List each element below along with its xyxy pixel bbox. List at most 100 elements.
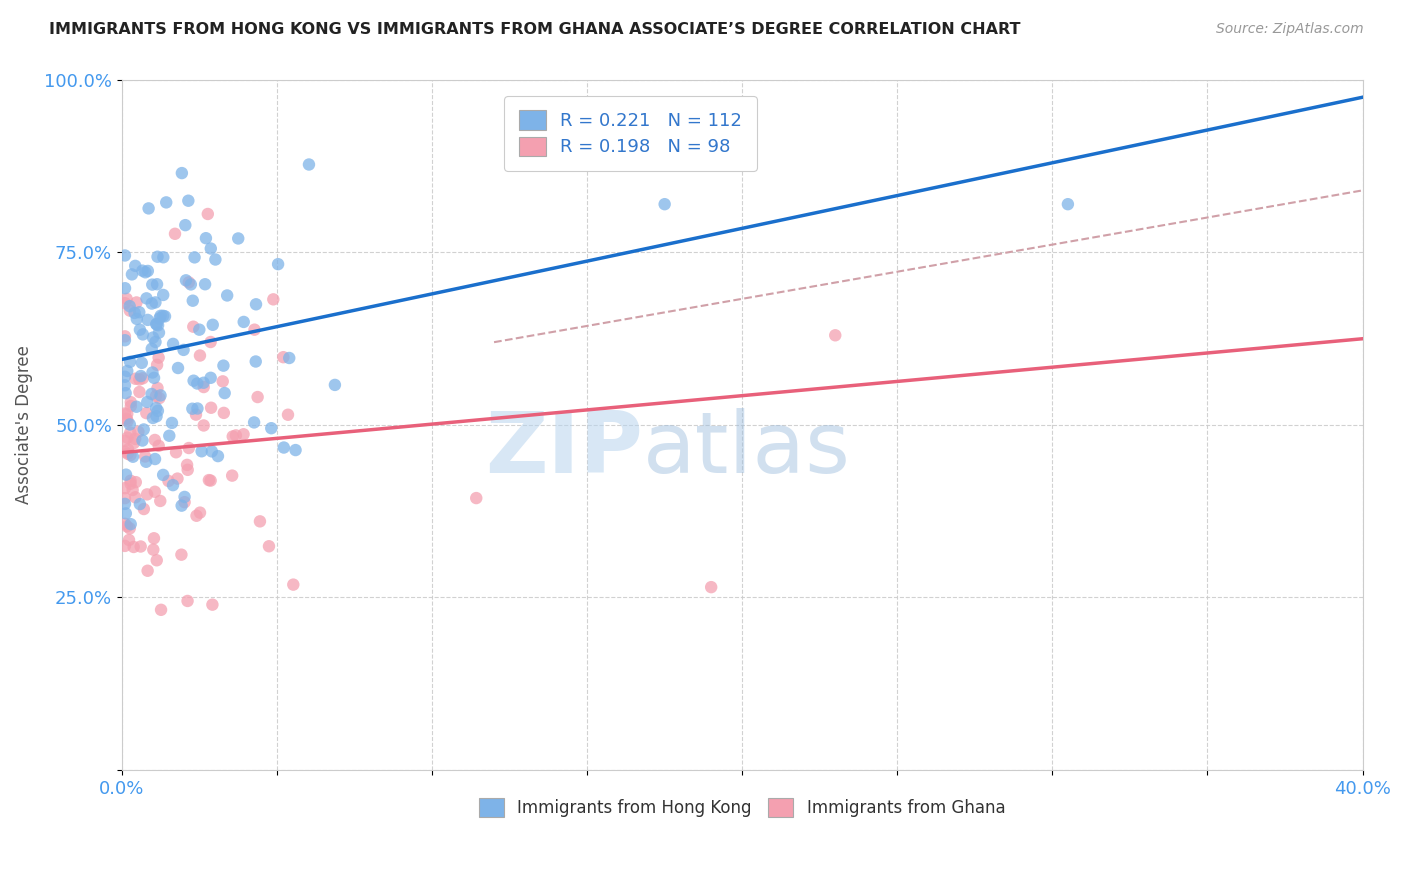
Point bbox=[118, 533, 141, 547]
Point bbox=[278, 351, 301, 365]
Point bbox=[138, 202, 160, 216]
Point bbox=[115, 364, 138, 378]
Point bbox=[145, 401, 167, 415]
Point bbox=[277, 408, 299, 422]
Point bbox=[284, 443, 307, 458]
Point bbox=[180, 277, 202, 292]
Point bbox=[188, 349, 211, 363]
Text: Source: ZipAtlas.com: Source: ZipAtlas.com bbox=[1216, 22, 1364, 37]
Point bbox=[183, 374, 205, 388]
Point bbox=[193, 376, 215, 390]
Point bbox=[141, 296, 163, 310]
Point bbox=[167, 361, 190, 376]
Point bbox=[245, 354, 267, 368]
Point bbox=[135, 291, 157, 305]
Point bbox=[243, 323, 266, 337]
Point bbox=[183, 251, 205, 265]
Point bbox=[128, 497, 150, 511]
Point bbox=[273, 441, 295, 455]
Point bbox=[177, 441, 200, 455]
Point bbox=[200, 474, 222, 488]
Point bbox=[257, 539, 280, 553]
Point bbox=[194, 231, 217, 245]
Point bbox=[149, 494, 172, 508]
Text: ZIP: ZIP bbox=[485, 408, 643, 491]
Point bbox=[181, 293, 204, 308]
Point bbox=[132, 502, 155, 516]
Point bbox=[135, 455, 157, 469]
Point bbox=[173, 490, 195, 504]
Point bbox=[124, 432, 146, 446]
Point bbox=[117, 407, 139, 421]
Point bbox=[115, 411, 138, 425]
Point bbox=[163, 227, 186, 241]
Point bbox=[118, 521, 141, 535]
Point bbox=[267, 257, 290, 271]
Point bbox=[114, 248, 136, 262]
Point bbox=[181, 319, 204, 334]
Point bbox=[136, 564, 159, 578]
Point bbox=[152, 250, 174, 264]
Point bbox=[124, 372, 146, 386]
Point bbox=[198, 473, 221, 487]
Point bbox=[148, 311, 170, 326]
Point bbox=[152, 288, 174, 302]
Point bbox=[120, 395, 142, 409]
Y-axis label: Associate's Degree: Associate's Degree bbox=[15, 345, 32, 505]
Point bbox=[162, 337, 184, 351]
Point bbox=[121, 483, 143, 497]
Point bbox=[184, 408, 207, 422]
Point bbox=[115, 519, 138, 533]
Point bbox=[1057, 197, 1080, 211]
Point bbox=[114, 369, 136, 384]
Point bbox=[114, 491, 136, 505]
Point bbox=[173, 495, 195, 509]
Point bbox=[186, 376, 208, 391]
Point bbox=[114, 444, 136, 458]
Point bbox=[188, 506, 211, 520]
Text: atlas: atlas bbox=[643, 408, 851, 491]
Point bbox=[157, 429, 180, 443]
Point bbox=[145, 553, 167, 567]
Point bbox=[131, 356, 153, 370]
Point bbox=[124, 306, 146, 320]
Point bbox=[145, 295, 167, 310]
Point bbox=[212, 359, 235, 373]
Point bbox=[141, 277, 163, 292]
Point bbox=[176, 463, 198, 477]
Point bbox=[146, 381, 169, 395]
Point bbox=[118, 299, 141, 313]
Point bbox=[170, 166, 193, 180]
Point bbox=[150, 603, 173, 617]
Point bbox=[174, 273, 197, 287]
Point bbox=[127, 425, 149, 439]
Point bbox=[217, 288, 239, 302]
Point bbox=[824, 328, 846, 343]
Point bbox=[201, 318, 224, 332]
Point bbox=[200, 242, 222, 256]
Point bbox=[193, 380, 215, 394]
Point bbox=[141, 387, 163, 401]
Point bbox=[114, 386, 136, 401]
Point bbox=[146, 318, 169, 333]
Point bbox=[149, 388, 172, 402]
Point bbox=[273, 350, 295, 364]
Point bbox=[128, 305, 150, 319]
Point bbox=[232, 315, 254, 329]
Point bbox=[132, 422, 155, 436]
Point bbox=[129, 369, 152, 384]
Point bbox=[162, 478, 184, 492]
Point bbox=[323, 378, 346, 392]
Point bbox=[260, 421, 283, 435]
Point bbox=[142, 411, 165, 425]
Point bbox=[465, 491, 488, 505]
Point bbox=[114, 407, 136, 421]
Point bbox=[120, 448, 142, 462]
Point bbox=[200, 371, 222, 385]
Point bbox=[186, 401, 208, 416]
Legend: Immigrants from Hong Kong, Immigrants from Ghana: Immigrants from Hong Kong, Immigrants fr… bbox=[472, 792, 1012, 824]
Point bbox=[146, 250, 169, 264]
Point bbox=[207, 449, 229, 463]
Point bbox=[122, 540, 145, 554]
Point bbox=[193, 418, 215, 433]
